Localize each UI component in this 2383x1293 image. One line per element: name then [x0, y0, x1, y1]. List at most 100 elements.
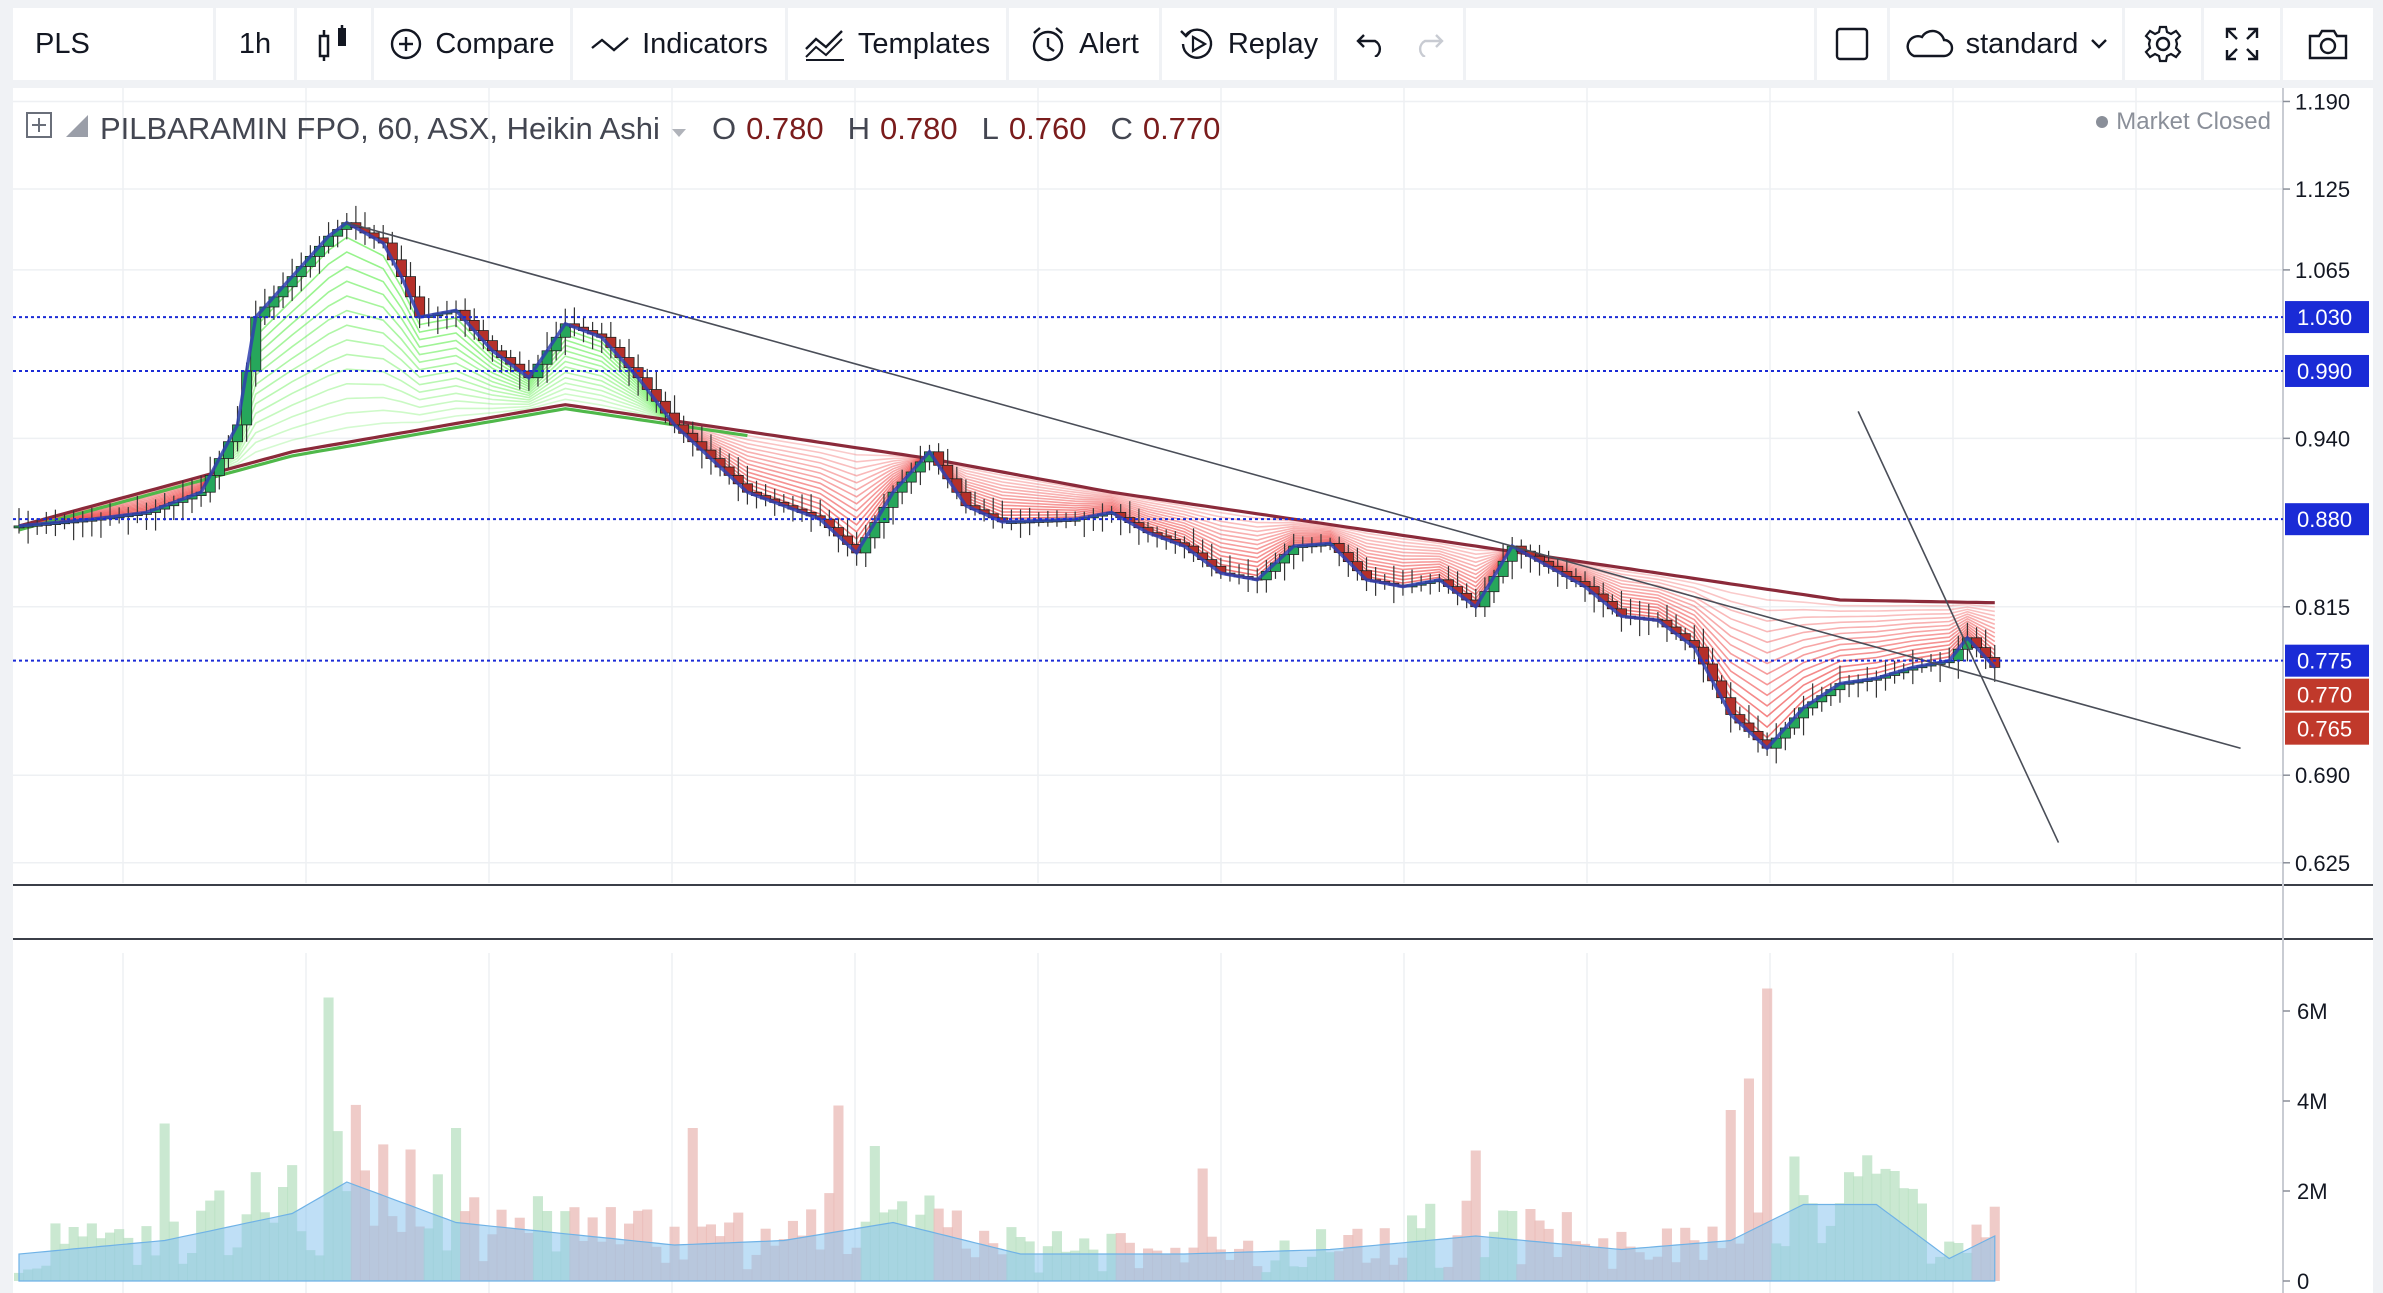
chart-canvas[interactable]: 1.190 1.125 1.065 0.940 0.815 0.690 0.625 1.030…	[13, 88, 2373, 1293]
ribbon-line	[938, 460, 1513, 560]
ribbon-line	[218, 280, 676, 463]
interval-label: 1h	[238, 27, 272, 60]
price-tag: 0.765	[2285, 712, 2369, 745]
interval-button[interactable]: 1h	[216, 8, 294, 80]
indicators-button[interactable]: Indicators	[573, 8, 785, 80]
symbol-label: PLS	[35, 27, 90, 60]
ribbon-line	[218, 393, 675, 471]
ribbon-line	[938, 463, 1513, 588]
ribbon-line	[674, 422, 930, 512]
square-icon	[1834, 26, 1870, 62]
volume-axis: 6M 4M 2M 0	[2283, 999, 2328, 1293]
trend-line	[1857, 411, 2060, 843]
price-tick-label: 0.625	[2295, 851, 2350, 876]
price-tag-label: 0.775	[2297, 649, 2352, 674]
legend-expand-icon[interactable]	[24, 110, 54, 148]
ribbon-line	[1530, 554, 1996, 644]
ribbon-line	[218, 353, 675, 467]
price-tag-bg	[2285, 354, 2369, 387]
layout-select-button[interactable]: standard	[1890, 8, 2122, 80]
alert-label: Alert	[1079, 27, 1139, 60]
legend-dropdown-icon[interactable]	[670, 111, 688, 147]
replay-label: Replay	[1227, 27, 1319, 60]
volume-bar	[451, 1128, 462, 1281]
ribbon-line	[674, 421, 930, 491]
alert-button[interactable]: Alert	[1009, 8, 1159, 80]
ribbon-line	[218, 387, 675, 470]
redo-icon[interactable]	[1413, 31, 1445, 57]
price-tag-label: 1.030	[2297, 305, 2352, 330]
price-tick-label: 0.940	[2295, 426, 2350, 451]
volume-average-area	[18, 1181, 1996, 1282]
price-tag: 0.775	[2285, 644, 2369, 677]
ribbon-line	[218, 382, 675, 469]
volume-tick-label: 0	[2297, 1269, 2309, 1293]
ribbon-line	[1530, 553, 1995, 608]
volume-bar	[869, 1146, 880, 1281]
undo-redo-group	[1337, 8, 1463, 80]
camera-icon	[2307, 27, 2349, 61]
close-label: C	[1110, 111, 1133, 146]
expand-button[interactable]	[2204, 8, 2280, 80]
price-tick-label: 1.125	[2295, 177, 2350, 202]
volume-bar	[833, 1105, 844, 1281]
volume-bar	[1725, 1110, 1736, 1281]
chart-legend: PILBARAMIN FPO, 60, ASX, Heikin Ashi O 0.…	[24, 104, 1220, 154]
price-axis: 1.190 1.125 1.065 0.940 0.815 0.690 0.625 1.030…	[2283, 89, 2369, 876]
fullscreen-box-button[interactable]	[1817, 8, 1887, 80]
chart-area[interactable]: 1.190 1.125 1.065 0.940 0.815 0.690 0.625 1.030…	[13, 88, 2373, 1293]
top-toolbar: PLS 1h Compare Indicators Templates Aler…	[0, 0, 2383, 88]
ribbon-line	[218, 368, 675, 468]
ribbon-line	[1530, 554, 1996, 686]
price-tick-label: 0.815	[2295, 595, 2350, 620]
ribbon-line	[938, 460, 1513, 564]
settings-button[interactable]	[2125, 8, 2201, 80]
expand-arrows-icon	[2224, 26, 2260, 62]
ribbon-line	[1530, 554, 1996, 654]
ribbon-line	[1530, 554, 1996, 665]
high-label: H	[847, 111, 871, 146]
price-tag-label: 0.770	[2297, 683, 2352, 708]
price-tag: 1.030	[2285, 301, 2369, 334]
chart-type-button[interactable]	[297, 8, 371, 80]
undo-icon[interactable]	[1355, 31, 1387, 57]
high-value: 0.780	[880, 111, 958, 146]
compare-label: Compare	[435, 27, 555, 60]
volume-bar	[1743, 1078, 1754, 1281]
compare-button[interactable]: Compare	[374, 8, 570, 80]
ribbon-line	[674, 421, 930, 498]
price-tick-label: 0.690	[2295, 763, 2350, 788]
ribbon-line	[938, 461, 1513, 572]
ribbon-line	[938, 462, 1513, 580]
ribbon-line	[674, 420, 930, 470]
low-label: L	[981, 111, 999, 146]
price-tag-bg	[2285, 301, 2369, 334]
price-tag-label: 0.990	[2297, 359, 2352, 384]
snapshot-button[interactable]	[2283, 8, 2373, 80]
legend-square-icon	[64, 111, 90, 147]
symbol-search-button[interactable]: PLS	[13, 8, 213, 80]
ribbon-line	[674, 423, 930, 526]
price-tag: 0.990	[2285, 354, 2369, 387]
ribbon-line	[218, 324, 675, 466]
chevron-down-icon	[2090, 38, 2108, 50]
ribbon-line	[938, 461, 1513, 576]
templates-button[interactable]: Templates	[788, 8, 1006, 80]
volume-tick-label: 4M	[2297, 1089, 2328, 1114]
templates-label: Templates	[857, 27, 991, 60]
ribbon-line	[938, 462, 1513, 584]
candles-icon	[317, 24, 351, 64]
price-tag-label: 0.880	[2297, 507, 2352, 532]
volume-bar	[159, 1123, 170, 1281]
open-label: O	[711, 111, 737, 146]
volume-tick-label: 6M	[2297, 999, 2328, 1024]
price-tick-label: 1.190	[2295, 89, 2350, 114]
volume-bar	[1470, 1150, 1481, 1281]
gear-icon	[2143, 24, 2183, 64]
ribbon-line	[218, 339, 675, 467]
replay-button[interactable]: Replay	[1162, 8, 1334, 80]
indicator-wave-icon	[590, 32, 630, 56]
price-tag-bg	[2285, 644, 2369, 677]
ribbon-line	[937, 464, 1513, 600]
volume-tick-label: 2M	[2297, 1179, 2328, 1204]
